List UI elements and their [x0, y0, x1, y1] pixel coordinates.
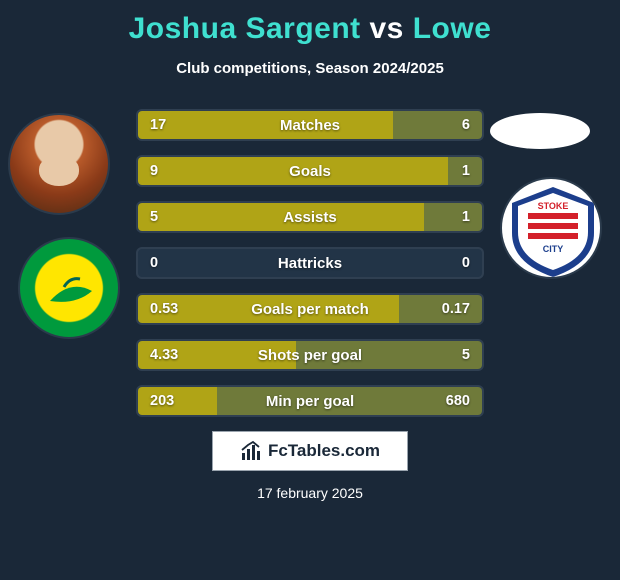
stat-row: 9 1 Goals — [136, 155, 484, 187]
player1-avatar — [8, 113, 110, 215]
subtitle: Club competitions, Season 2024/2025 — [0, 60, 620, 77]
stat-label: Goals per match — [251, 301, 369, 318]
stat-label: Shots per goal — [258, 347, 362, 364]
stat-row: 0.53 0.17 Goals per match — [136, 293, 484, 325]
bar-left — [138, 111, 393, 139]
vs-text: vs — [370, 12, 404, 45]
brand-chart-icon — [240, 440, 262, 462]
date-label: 17 february 2025 — [0, 485, 620, 501]
stat-value-left: 17 — [150, 117, 166, 133]
stat-value-left: 0 — [150, 255, 158, 271]
content-area: STOKE CITY 17 6 Matches 9 1 Goals 5 1 Assists 0 0 H… — [0, 99, 620, 417]
stat-value-left: 0.53 — [150, 301, 178, 317]
stat-label: Goals — [289, 163, 331, 180]
player2-avatar-placeholder — [490, 113, 590, 149]
stat-label: Hattricks — [278, 255, 342, 272]
stat-row: 203 680 Min per goal — [136, 385, 484, 417]
bar-left — [138, 203, 424, 231]
stat-rows: 17 6 Matches 9 1 Goals 5 1 Assists 0 0 Hattricks 0.5… — [136, 99, 484, 417]
svg-text:STOKE: STOKE — [538, 201, 569, 211]
stat-label: Min per goal — [266, 393, 354, 410]
stat-value-left: 9 — [150, 163, 158, 179]
bar-right — [424, 203, 482, 231]
stat-value-left: 4.33 — [150, 347, 178, 363]
stat-value-right: 5 — [462, 347, 470, 363]
brand-text: FcTables.com — [268, 441, 380, 461]
stat-label: Matches — [280, 117, 340, 134]
stat-row: 5 1 Assists — [136, 201, 484, 233]
stat-value-left: 203 — [150, 393, 174, 409]
stat-value-right: 1 — [462, 163, 470, 179]
player2-name: Lowe — [413, 12, 492, 45]
stat-value-right: 680 — [446, 393, 470, 409]
stat-row: 0 0 Hattricks — [136, 247, 484, 279]
stat-row: 4.33 5 Shots per goal — [136, 339, 484, 371]
stat-value-left: 5 — [150, 209, 158, 225]
stat-row: 17 6 Matches — [136, 109, 484, 141]
comparison-title: Joshua Sargent vs Lowe — [0, 0, 620, 46]
brand-box[interactable]: FcTables.com — [212, 431, 408, 471]
svg-text:CITY: CITY — [543, 244, 564, 254]
stat-value-right: 0 — [462, 255, 470, 271]
stat-value-right: 0.17 — [442, 301, 470, 317]
stat-label: Assists — [283, 209, 336, 226]
stat-value-right: 6 — [462, 117, 470, 133]
stat-value-right: 1 — [462, 209, 470, 225]
player1-club-badge — [18, 237, 120, 339]
player2-club-badge: STOKE CITY — [500, 177, 602, 279]
player1-name: Joshua Sargent — [129, 12, 361, 45]
